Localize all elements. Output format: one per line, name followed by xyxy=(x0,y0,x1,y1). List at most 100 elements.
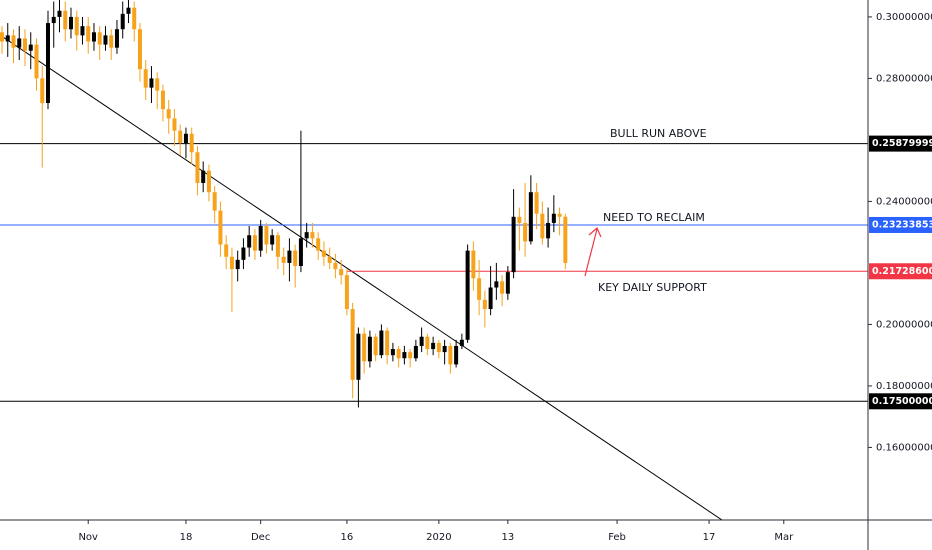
candle-body xyxy=(5,35,10,42)
annotation: BULL RUN ABOVE xyxy=(610,127,707,140)
candle-body xyxy=(494,281,499,288)
x-tick-label: Nov xyxy=(78,532,98,543)
candle-body xyxy=(264,226,269,245)
candle-body xyxy=(28,44,33,51)
candle-body xyxy=(425,336,430,350)
candle-body xyxy=(229,256,234,270)
candle-body xyxy=(563,216,568,263)
candle-body xyxy=(436,342,441,353)
level-label: 0.17500000 xyxy=(872,396,932,407)
candle-body xyxy=(459,339,464,346)
candle-body xyxy=(396,349,401,359)
candle-body xyxy=(534,192,539,214)
x-tick-label: Feb xyxy=(608,532,626,543)
candle-body xyxy=(316,238,321,251)
candle-body xyxy=(34,44,39,79)
y-tick-label: 0.16000000 xyxy=(876,442,932,453)
candle-body xyxy=(557,213,562,217)
x-tick-label: 16 xyxy=(341,532,354,543)
level-label-box xyxy=(869,393,932,410)
candle-body xyxy=(390,349,395,356)
candle-body xyxy=(471,250,476,279)
candle-body xyxy=(454,345,459,365)
candle-body xyxy=(298,238,303,266)
candle-body xyxy=(321,250,326,257)
candle-body xyxy=(80,26,85,36)
x-tick-label: Mar xyxy=(774,532,794,543)
candle-body xyxy=(362,333,367,362)
level-label-box xyxy=(869,216,932,233)
candle-body xyxy=(143,69,148,88)
candle-body xyxy=(488,287,493,310)
candle-body xyxy=(224,244,229,257)
candle-body xyxy=(310,232,315,239)
candle-body xyxy=(281,256,286,263)
candle-body xyxy=(11,35,16,48)
candle-body xyxy=(350,309,355,380)
candle-body xyxy=(511,216,516,273)
level-label: 0.21728600 xyxy=(872,266,932,277)
candle-body xyxy=(293,250,298,266)
candle-body xyxy=(517,216,522,223)
candle-body xyxy=(149,78,154,88)
candle-body xyxy=(465,250,470,340)
candle-body xyxy=(482,299,487,310)
candle-body xyxy=(17,38,22,48)
candle-body xyxy=(63,10,68,30)
candle-body xyxy=(287,250,292,263)
x-tick-label: 17 xyxy=(703,532,716,543)
candle-body xyxy=(51,16,56,24)
candle-body xyxy=(132,7,137,30)
candle-body xyxy=(155,78,160,91)
candle-body xyxy=(367,336,372,362)
annotation: NEED TO RECLAIM xyxy=(603,211,705,224)
candle-body xyxy=(477,278,482,300)
candle-body xyxy=(178,130,183,143)
candle-body xyxy=(258,226,263,251)
candle-body xyxy=(126,7,131,14)
candle-body xyxy=(431,342,436,350)
candle-body xyxy=(523,222,528,242)
candle-body xyxy=(551,213,556,223)
candle-body xyxy=(339,269,344,276)
candle-body xyxy=(172,118,177,131)
candle-body xyxy=(74,16,79,36)
candle-body xyxy=(183,133,188,143)
candle-body xyxy=(327,256,332,263)
level-label: 0.23233853 xyxy=(872,219,932,230)
candle-body xyxy=(344,275,349,310)
candle-body xyxy=(275,235,280,257)
candle-body xyxy=(247,235,252,248)
level-label-box xyxy=(869,135,932,152)
x-tick-label: 18 xyxy=(180,532,193,543)
candle-body xyxy=(333,262,338,270)
candle-body xyxy=(45,23,50,104)
candle-body xyxy=(442,345,447,353)
candle-body xyxy=(546,222,551,239)
candle-body xyxy=(505,272,510,294)
labels: 0.25879999 0.23233853 0.21728600 0.17500000 xyxy=(869,135,932,410)
candle-body xyxy=(137,29,142,70)
candle-body xyxy=(40,78,45,104)
candle-body xyxy=(206,170,211,193)
candle-body xyxy=(379,330,384,356)
candle-body xyxy=(212,192,217,211)
x-tick-label: 13 xyxy=(501,532,514,543)
candle-body xyxy=(114,29,119,48)
x-tick-label: 2020 xyxy=(426,532,451,543)
candle-body xyxy=(68,16,73,30)
trend-line xyxy=(0,34,723,520)
candle-body xyxy=(166,109,171,119)
candle-body xyxy=(252,235,257,251)
candle-body xyxy=(448,345,453,365)
candle-body xyxy=(241,247,246,260)
candle-body xyxy=(402,352,407,359)
candle-body xyxy=(195,152,200,183)
candle-body xyxy=(413,345,418,359)
candle-body xyxy=(109,35,114,48)
y-tick-label: 0.24000000 xyxy=(876,196,932,207)
candle-body xyxy=(528,192,533,242)
candle-body xyxy=(540,213,545,239)
candle-body xyxy=(22,38,27,51)
